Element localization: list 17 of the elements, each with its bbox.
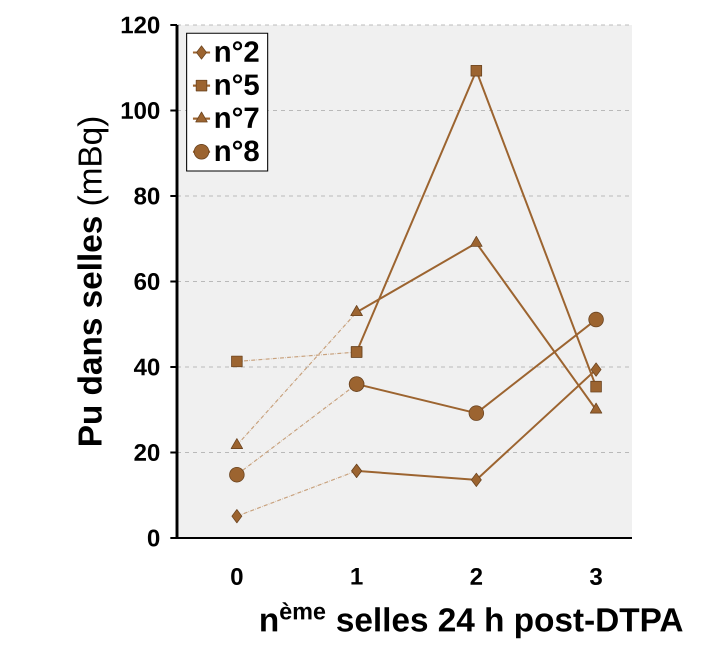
y-tick-label: 20 — [134, 444, 160, 461]
legend-label: n°8 — [216, 140, 259, 162]
legend-label: n°7 — [216, 107, 258, 128]
x-tick-label: 3 — [590, 568, 602, 586]
y-tick-label: 80 — [134, 187, 160, 204]
y-axis-title: Pu dans selles (mBq) — [77, 118, 108, 446]
legend-label: n°5 — [216, 74, 259, 96]
legend-label: n°2 — [216, 41, 259, 62]
x-tick-label: 2 — [470, 568, 482, 585]
y-tick-label: 0 — [148, 529, 160, 546]
y-tick-label: 40 — [134, 358, 160, 376]
x-tick-label: 0 — [231, 568, 243, 586]
x-tick-label: 1 — [351, 568, 363, 585]
y-tick-label: 120 — [122, 16, 160, 34]
y-tick-label: 60 — [134, 272, 160, 290]
y-tick-label: 100 — [122, 102, 160, 119]
x-axis-title: n$^{ème}$ selles 24 h post-DTPA — [261, 602, 683, 638]
